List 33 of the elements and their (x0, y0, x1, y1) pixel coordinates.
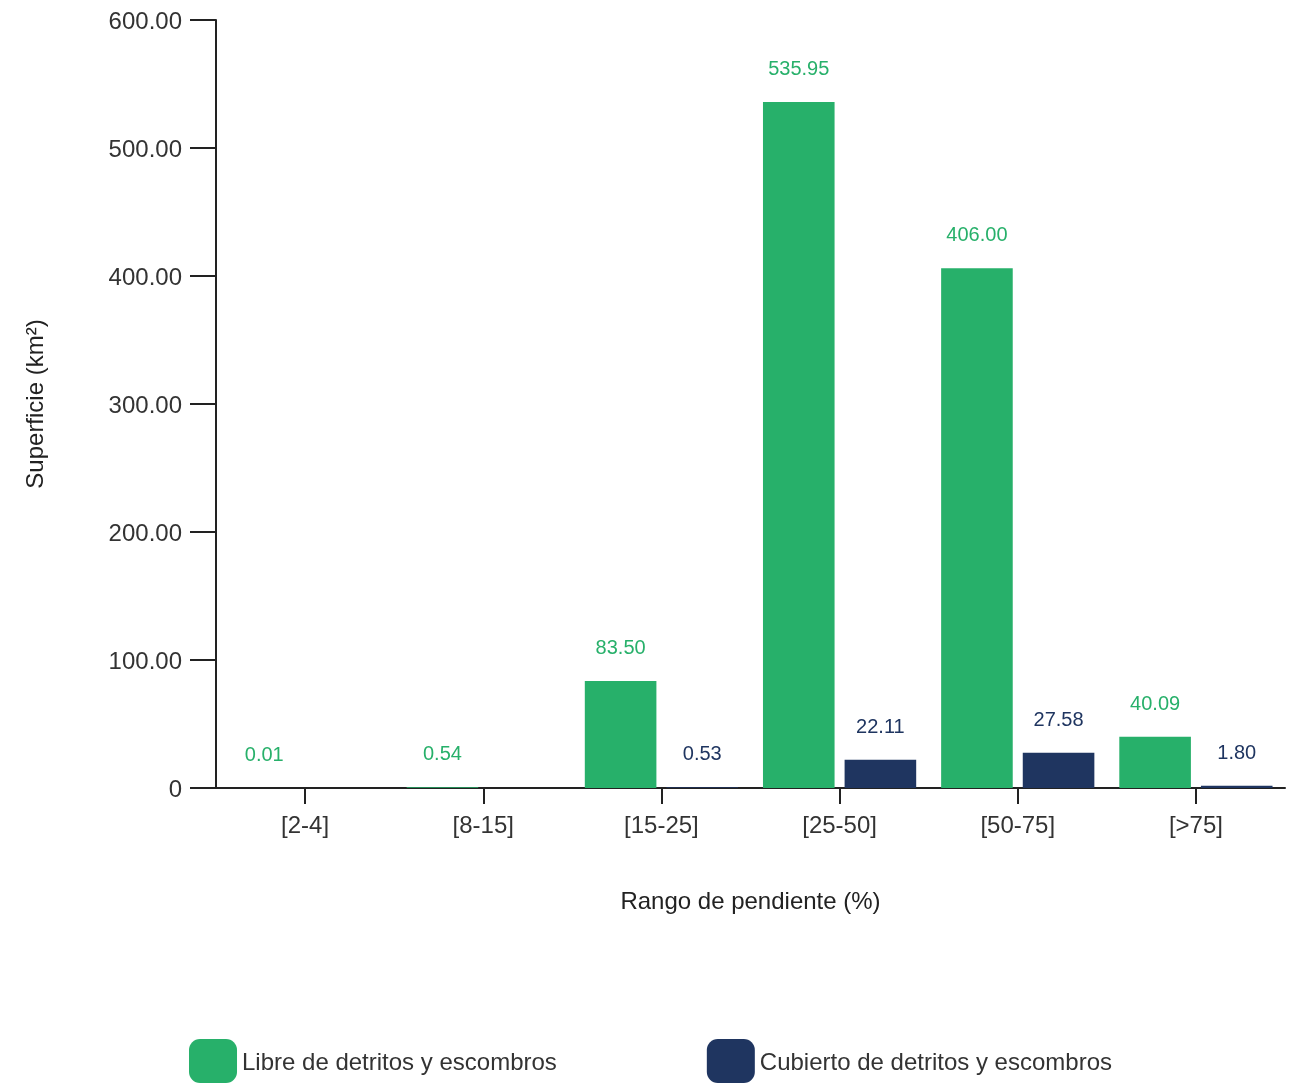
bar (762, 101, 835, 788)
y-tick-label: 500.00 (108, 134, 182, 162)
x-tick-label: [15-25] (624, 810, 699, 838)
y-tick-label: 100.00 (108, 646, 182, 674)
y-tick-label: 300.00 (108, 390, 182, 418)
data-label: 1.80 (1217, 740, 1257, 763)
data-label: 0.54 (422, 742, 462, 765)
bar (1119, 736, 1191, 788)
y-tick-label: 400.00 (108, 262, 182, 290)
data-label: 22.11 (856, 714, 905, 737)
x-axis-title: Rango de pendiente (%) (620, 886, 881, 914)
y-tick-label: 600.00 (108, 6, 182, 34)
bar (1022, 752, 1095, 788)
x-tick-label: [8-15] (452, 810, 514, 838)
data-label: 27.58 (1033, 707, 1084, 730)
data-label: 83.50 (595, 636, 646, 659)
y-tick-label: 200.00 (108, 518, 182, 546)
x-tick-label: [50-75] (980, 810, 1056, 838)
y-axis-title: Superficie (km²) (20, 319, 48, 489)
x-tick-label: [>75] (1168, 810, 1223, 838)
data-label: 406.00 (946, 223, 1008, 246)
bar (584, 681, 657, 788)
data-label: 40.09 (1130, 691, 1181, 714)
legend-label: Libre de detritos y escombros (242, 1047, 557, 1075)
data-label: 0.53 (682, 742, 722, 765)
data-label: 0.01 (244, 742, 284, 765)
bar (941, 268, 1013, 788)
bar (844, 759, 917, 788)
x-tick-label: [25-50] (802, 810, 877, 838)
legend-label: Cubierto de detritos y escombros (759, 1047, 1112, 1075)
y-tick-label: 0 (168, 774, 182, 802)
data-label: 535.95 (768, 56, 830, 79)
x-tick-label: [2-4] (281, 810, 330, 838)
